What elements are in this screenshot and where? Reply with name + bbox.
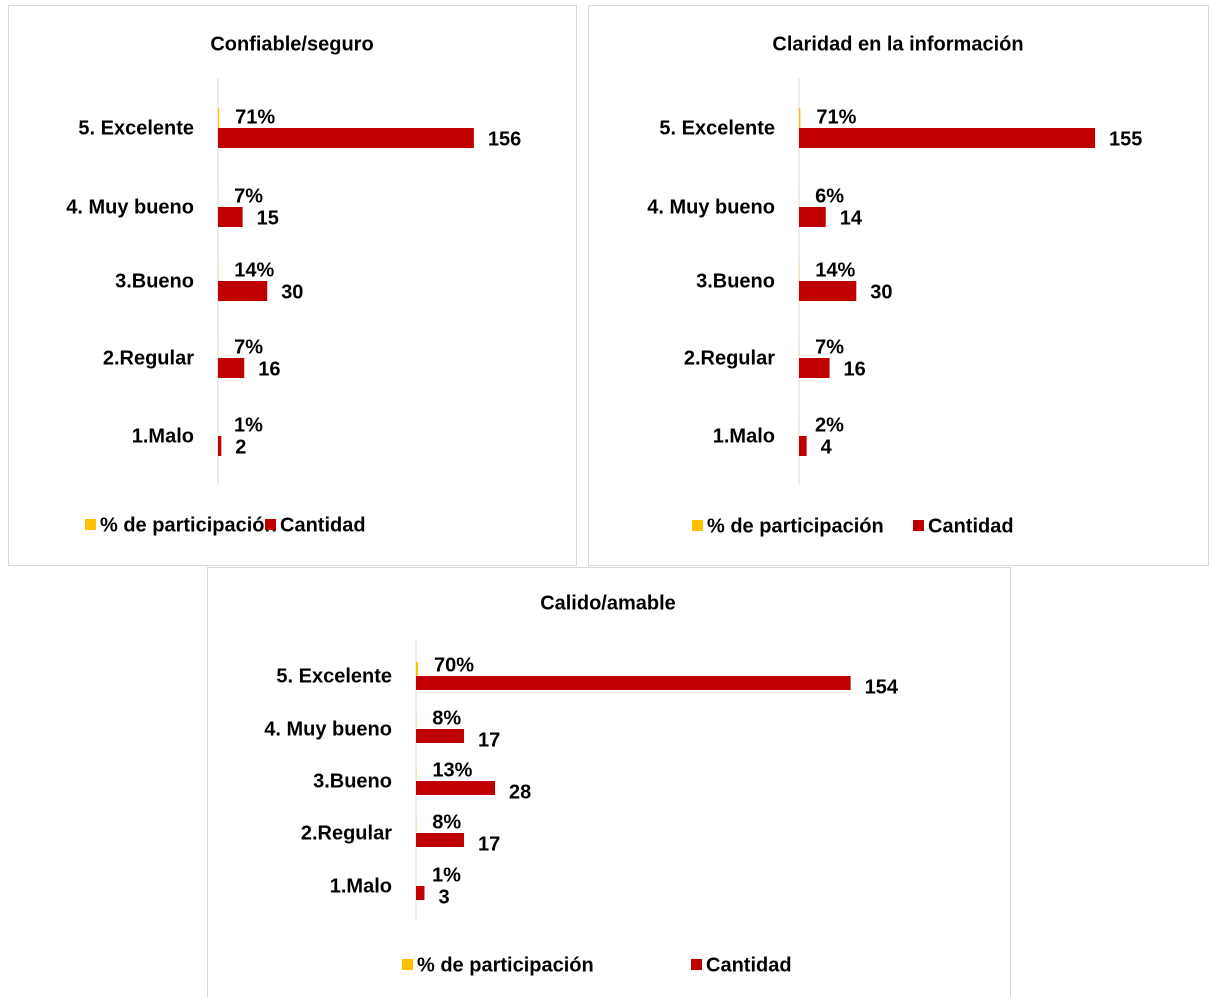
category-label: 2.Regular <box>301 822 392 844</box>
data-label: 17 <box>478 833 500 855</box>
data-label: 1% <box>432 864 461 886</box>
legend-swatch <box>85 519 96 530</box>
bar <box>218 128 474 148</box>
data-label: 14 <box>840 207 863 229</box>
data-label: 14% <box>234 259 274 281</box>
bar <box>218 436 222 456</box>
data-label: 2% <box>815 414 844 436</box>
category-label: 5. Excelente <box>276 665 392 687</box>
data-label: 7% <box>234 185 263 207</box>
bar <box>416 833 464 847</box>
bar <box>799 108 801 128</box>
category-label: 5. Excelente <box>78 117 194 139</box>
legend-label: % de participación <box>707 515 884 537</box>
data-label: 6% <box>815 185 844 207</box>
chart-title: Claridad en la información <box>772 33 1023 55</box>
data-label: 71% <box>816 106 856 128</box>
category-label: 5. Excelente <box>659 117 775 139</box>
bar <box>416 886 425 900</box>
data-label: 15 <box>257 207 279 229</box>
data-label: 28 <box>509 781 531 803</box>
chart-frame <box>8 5 577 566</box>
bar <box>218 108 220 128</box>
category-label: 1.Malo <box>713 425 775 447</box>
data-label: 17 <box>478 729 500 751</box>
bar <box>218 207 243 227</box>
chart-frame <box>588 5 1209 566</box>
data-label: 155 <box>1109 128 1142 150</box>
category-label: 3.Bueno <box>115 270 194 292</box>
legend-label: Cantidad <box>706 954 792 976</box>
category-label: 1.Malo <box>330 875 392 897</box>
data-label: 3 <box>438 886 449 908</box>
data-label: 154 <box>865 676 899 698</box>
bar <box>416 662 418 676</box>
data-label: 1% <box>234 414 263 436</box>
data-label: 2 <box>235 436 246 458</box>
bar <box>799 207 826 227</box>
chart-title: Confiable/seguro <box>210 33 373 55</box>
category-label: 4. Muy bueno <box>66 196 194 218</box>
data-label: 8% <box>432 811 461 833</box>
chart-frame <box>207 567 1011 997</box>
legend-swatch <box>692 520 703 531</box>
bar <box>218 358 245 378</box>
bar <box>799 128 1096 148</box>
category-label: 1.Malo <box>132 425 194 447</box>
bar <box>416 729 464 743</box>
category-label: 4. Muy bueno <box>264 718 392 740</box>
legend-swatch <box>265 519 276 530</box>
bar <box>799 436 807 456</box>
data-label: 70% <box>434 654 474 676</box>
bar <box>416 781 496 795</box>
data-label: 16 <box>258 358 280 380</box>
data-label: 30 <box>870 281 892 303</box>
category-label: 2.Regular <box>684 347 775 369</box>
category-label: 2.Regular <box>103 347 194 369</box>
bar <box>416 676 851 690</box>
data-label: 7% <box>815 336 844 358</box>
category-label: 4. Muy bueno <box>647 196 775 218</box>
data-label: 16 <box>844 358 866 380</box>
bar <box>799 281 857 301</box>
legend-label: Cantidad <box>928 515 1014 537</box>
category-label: 3.Bueno <box>313 770 392 792</box>
chart-title: Calido/amable <box>540 592 676 614</box>
data-label: 4 <box>821 436 833 458</box>
data-label: 7% <box>234 336 263 358</box>
legend-swatch <box>402 959 413 970</box>
data-label: 13% <box>432 759 472 781</box>
bar <box>799 358 830 378</box>
legend-label: Cantidad <box>280 514 366 536</box>
legend-swatch <box>691 959 702 970</box>
legend-swatch <box>913 520 924 531</box>
data-label: 71% <box>235 106 275 128</box>
category-label: 3.Bueno <box>696 270 775 292</box>
data-label: 30 <box>281 281 303 303</box>
data-label: 156 <box>488 128 521 150</box>
data-label: 8% <box>432 707 461 729</box>
legend-label: % de participación <box>417 954 594 976</box>
bar <box>218 281 268 301</box>
data-label: 14% <box>815 259 855 281</box>
legend-label: % de participación <box>100 514 277 536</box>
